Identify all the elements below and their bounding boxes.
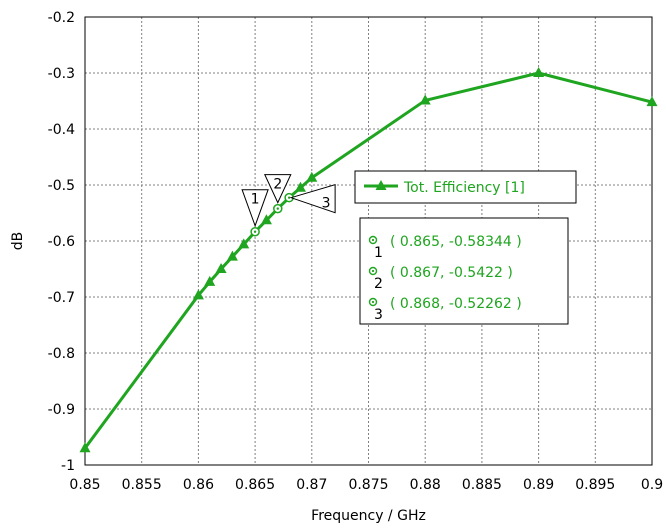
marker-readout-box: 1 ( 0.865, -0.58344 ) 2 ( 0.867, -0.5422 ) 3… bbox=[359, 217, 569, 325]
marker-point-center bbox=[253, 230, 257, 233]
x-tick-label: 0.85 bbox=[69, 477, 100, 493]
readout-marker-icon-center bbox=[371, 300, 375, 304]
x-axis-label: Frequency / GHz bbox=[311, 508, 426, 524]
data-point bbox=[192, 289, 204, 300]
x-tick-label: 0.89 bbox=[523, 477, 554, 493]
readout-marker-id: 2 bbox=[374, 276, 383, 292]
marker-flag-label: 3 bbox=[322, 196, 331, 212]
x-tick-label: 0.875 bbox=[348, 477, 388, 493]
data-point bbox=[79, 442, 91, 453]
data-point bbox=[238, 238, 250, 249]
marker-flag-label: 1 bbox=[251, 192, 260, 208]
x-tick-label: 0.865 bbox=[235, 477, 275, 493]
readout-marker-id: 3 bbox=[374, 307, 383, 323]
readout-marker-value: ( 0.867, -0.5422 ) bbox=[390, 265, 513, 281]
y-tick-label: -0.2 bbox=[48, 10, 75, 26]
data-point bbox=[533, 67, 545, 77]
readout-marker-value: ( 0.868, -0.52262 ) bbox=[390, 296, 522, 312]
data-point bbox=[646, 96, 658, 107]
marker-flag bbox=[289, 183, 336, 214]
y-tick-label: -0.5 bbox=[48, 178, 75, 194]
plot-frame bbox=[84, 16, 653, 466]
marker-point-center bbox=[276, 207, 279, 210]
marker-flag bbox=[263, 174, 292, 204]
readout-marker-icon-center bbox=[371, 269, 375, 273]
legend: Tot. Efficiency [1] bbox=[354, 170, 577, 204]
readout-marker-icon-center bbox=[371, 238, 375, 242]
data-point bbox=[306, 171, 318, 182]
x-tick-label: 0.855 bbox=[122, 477, 162, 493]
series-layer bbox=[79, 67, 658, 453]
y-tick-label: -0.6 bbox=[48, 234, 75, 250]
marker-flag bbox=[241, 189, 269, 228]
marker-flag-label: 2 bbox=[273, 177, 282, 193]
x-tick-label: 0.885 bbox=[462, 477, 502, 493]
readout-box bbox=[359, 217, 569, 325]
marker-point-center bbox=[287, 196, 291, 199]
y-tick-label: -0.7 bbox=[48, 290, 75, 306]
x-tick-label: 0.895 bbox=[575, 477, 615, 493]
x-tick-label: 0.87 bbox=[296, 477, 327, 493]
marker-layer: 12 3 bbox=[241, 174, 336, 237]
x-tick-label: 0.9 bbox=[641, 477, 663, 493]
x-tick-label: 0.86 bbox=[183, 477, 214, 493]
data-point bbox=[419, 94, 431, 105]
y-tick-label: -0.4 bbox=[48, 122, 75, 138]
readout-marker-value: ( 0.865, -0.58344 ) bbox=[390, 234, 522, 250]
y-axis-label: dB bbox=[10, 232, 26, 251]
y-tick-label: -0.9 bbox=[48, 402, 75, 418]
data-point bbox=[226, 250, 238, 261]
y-tick-label: -1 bbox=[61, 458, 75, 474]
legend-entry-label: Tot. Efficiency [1] bbox=[403, 180, 525, 196]
x-tick-label: 0.88 bbox=[410, 477, 441, 493]
data-point bbox=[204, 275, 216, 286]
data-point bbox=[215, 263, 227, 273]
tick-labels: 0.85 0.855 0.86 0.865 0.87 0.875 0.88 0.885 0.89… bbox=[48, 10, 663, 493]
data-point bbox=[260, 214, 272, 225]
data-point bbox=[294, 181, 306, 192]
legend-marker-swatch bbox=[375, 180, 387, 190]
readout-marker-id: 1 bbox=[374, 245, 383, 261]
grid-layer bbox=[85, 17, 652, 465]
y-tick-label: -0.8 bbox=[48, 346, 75, 362]
y-tick-label: -0.3 bbox=[48, 66, 75, 82]
